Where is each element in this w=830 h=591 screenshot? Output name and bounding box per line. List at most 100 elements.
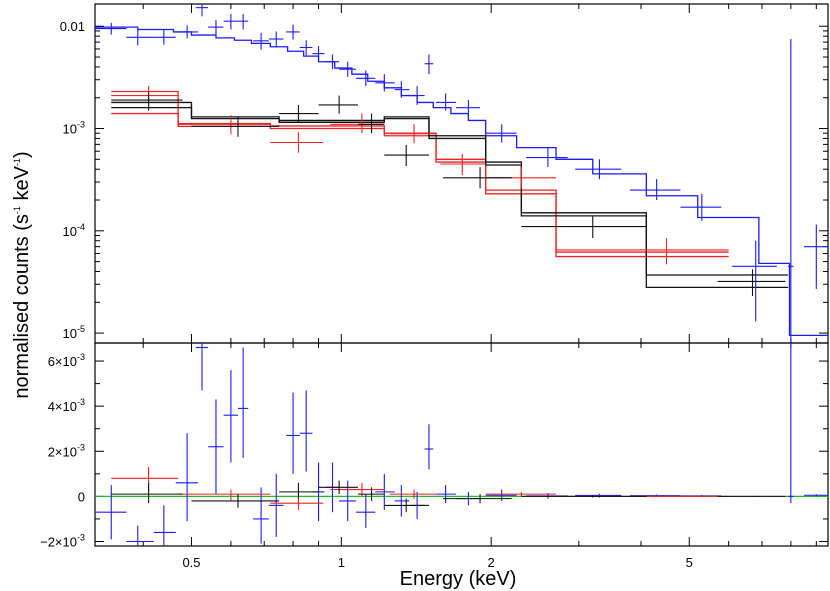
- blue-data-point: [208, 20, 224, 36]
- black-residual-point: [384, 498, 429, 513]
- blue-residual-point: [195, 343, 209, 391]
- blue-residual-point: [175, 433, 198, 522]
- blue-data-point: [325, 54, 340, 70]
- blue-data-point: [126, 29, 154, 46]
- blue-data-point: [575, 159, 622, 180]
- black-data-point: [384, 145, 429, 167]
- black-residual-point: [521, 495, 647, 498]
- blue-data-point: [456, 100, 481, 117]
- blue-residual-point: [299, 390, 313, 472]
- black-residual-point: [191, 494, 280, 508]
- black-data-point: [111, 91, 183, 111]
- blue-residual-point: [355, 494, 376, 528]
- black-residual-point: [717, 495, 786, 497]
- black-data-point: [318, 95, 358, 114]
- residual-frame: [94, 342, 829, 547]
- y-tick-label: 6×10-3: [48, 352, 85, 369]
- red-data-point: [556, 238, 729, 265]
- blue-residual-point: [375, 473, 395, 510]
- black-residual-point: [111, 482, 183, 504]
- blue-data-point: [339, 61, 356, 77]
- black-residual-point: [279, 482, 319, 499]
- blue-data-point: [223, 13, 238, 30]
- red-residual-point: [178, 489, 271, 501]
- blue-data-point: [788, 39, 794, 343]
- blue-residual-point: [394, 485, 410, 517]
- red-data-point: [330, 113, 385, 134]
- blue-data-point: [375, 74, 395, 92]
- black-model-step-2: [111, 106, 789, 289]
- x-tick-label: 2: [488, 555, 495, 570]
- x-tick-label: 0.5: [182, 555, 200, 570]
- blue-residual-point: [788, 343, 794, 504]
- blue-residual-point: [424, 424, 434, 470]
- blue-data-point: [95, 22, 127, 35]
- spectrum-panel: 0.01 10-3 10-4 10-5: [60, 3, 829, 344]
- blue-data-point: [394, 81, 410, 98]
- blue-residual-point: [208, 399, 224, 495]
- blue-residual-point: [268, 473, 284, 537]
- blue-residual-point: [286, 392, 300, 474]
- blue-residual-point: [95, 485, 127, 540]
- blue-data-point: [680, 193, 722, 221]
- black-residual-point: [442, 494, 512, 504]
- black-data-point: [442, 167, 512, 189]
- red-data-point: [440, 154, 486, 176]
- blue-data-point: [485, 124, 517, 143]
- black-data-point: [717, 269, 786, 297]
- red-residual-point: [389, 489, 437, 499]
- blue-residual-point: [339, 480, 356, 522]
- blue-residual-point: [153, 505, 176, 546]
- blue-data-point: [355, 70, 376, 87]
- blue-data-point: [409, 86, 425, 105]
- blue-data-point: [803, 224, 828, 289]
- x-axis-label: Energy (keV): [400, 568, 517, 590]
- red-data-point: [270, 132, 324, 153]
- blue-data-point: [268, 31, 284, 48]
- blue-residual-point: [803, 494, 828, 497]
- black-data-point: [279, 104, 319, 123]
- black-data-point: [357, 113, 385, 134]
- blue-data-point: [153, 29, 176, 45]
- x-tick-label: 1: [338, 555, 345, 570]
- black-residual-point: [318, 480, 358, 495]
- blue-residual-point: [223, 370, 238, 463]
- blue-data-point: [526, 148, 568, 168]
- y-tick-label: 10-4: [63, 222, 85, 239]
- y-tick-label: 0.01: [60, 19, 85, 34]
- black-data-point: [521, 215, 647, 239]
- blue-data-point: [286, 24, 300, 40]
- red-model-step-2: [111, 90, 729, 253]
- residual-panel: 0.5 1 2 5 6×10-3 4×10-3 2×10-3 0 −2×10-3: [40, 342, 829, 570]
- black-data-point: [191, 116, 280, 137]
- blue-data-point: [195, 4, 209, 17]
- y-tick-label: 10-5: [63, 324, 85, 341]
- y-tick-label: 4×10-3: [48, 397, 85, 414]
- black-residual-point: [357, 487, 385, 501]
- x-tick-label: 5: [686, 555, 693, 570]
- red-model-step-1: [111, 112, 729, 258]
- blue-residual-point: [436, 485, 457, 504]
- blue-data-point: [629, 179, 681, 201]
- blue-data-point: [312, 46, 325, 62]
- blue-residual-point: [253, 487, 269, 544]
- blue-model-step: [95, 26, 828, 337]
- y-tick-label: 10-3: [63, 120, 85, 137]
- blue-residual-point: [126, 525, 154, 546]
- blue-data-point: [175, 25, 198, 39]
- red-data-point: [389, 124, 437, 144]
- red-residual-point: [270, 496, 324, 510]
- blue-data-point: [253, 32, 269, 50]
- y-tick-label: −2×10-3: [40, 532, 85, 549]
- y-tick-label: 2×10-3: [48, 442, 85, 459]
- spectrum-plot-area: [95, 4, 828, 343]
- blue-data-point: [424, 54, 434, 75]
- red-data-point: [178, 115, 271, 135]
- y-axis-label: normalised counts (s-1 keV-1): [11, 151, 33, 398]
- spectrum-frame: [94, 3, 829, 344]
- residual-plot-area: [95, 343, 828, 546]
- blue-data-point: [299, 40, 313, 56]
- red-residual-point: [485, 491, 557, 497]
